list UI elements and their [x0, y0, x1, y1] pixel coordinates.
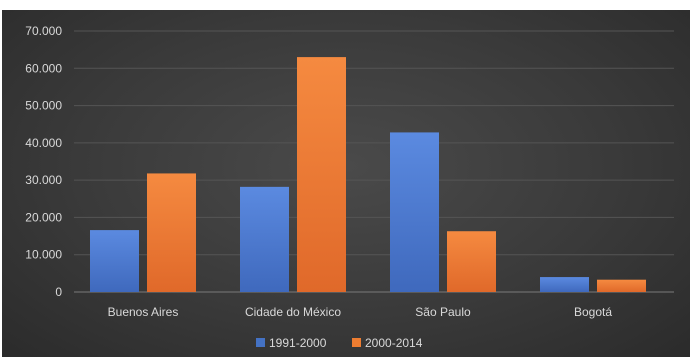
y-tick-label: 20.000 — [25, 210, 62, 224]
legend-label: 2000-2014 — [365, 336, 423, 350]
y-tick-label: 60.000 — [25, 61, 62, 75]
y-tick-label: 40.000 — [25, 136, 62, 150]
x-category-label: Buenos Aires — [108, 305, 179, 319]
bar-series1 — [390, 132, 439, 292]
y-tick-label: 50.000 — [25, 99, 62, 113]
legend-swatch — [352, 338, 361, 347]
y-tick-label: 0 — [55, 285, 62, 299]
y-tick-label: 30.000 — [25, 173, 62, 187]
bar-series1 — [90, 230, 139, 292]
bar-series2 — [597, 279, 646, 292]
legend-swatch — [256, 338, 265, 347]
bar-series2 — [297, 57, 346, 292]
bar-series1 — [240, 186, 289, 292]
y-tick-label: 70.000 — [25, 24, 62, 38]
bar-series1 — [540, 277, 589, 292]
chart-area: 0 10.000 20.000 30.000 40.000 50.000 60.000 70.… — [2, 10, 690, 357]
bar-series2 — [147, 173, 196, 292]
bar-chart: 0 10.000 20.000 30.000 40.000 50.000 60.000 70.… — [25, 24, 674, 350]
x-category-label: São Paulo — [415, 305, 471, 319]
x-category-label: Bogotá — [574, 305, 612, 319]
y-tick-label: 10.000 — [25, 248, 62, 262]
legend-label: 1991-2000 — [269, 336, 327, 350]
bar-series2 — [447, 231, 496, 292]
x-category-label: Cidade do México — [245, 305, 341, 319]
